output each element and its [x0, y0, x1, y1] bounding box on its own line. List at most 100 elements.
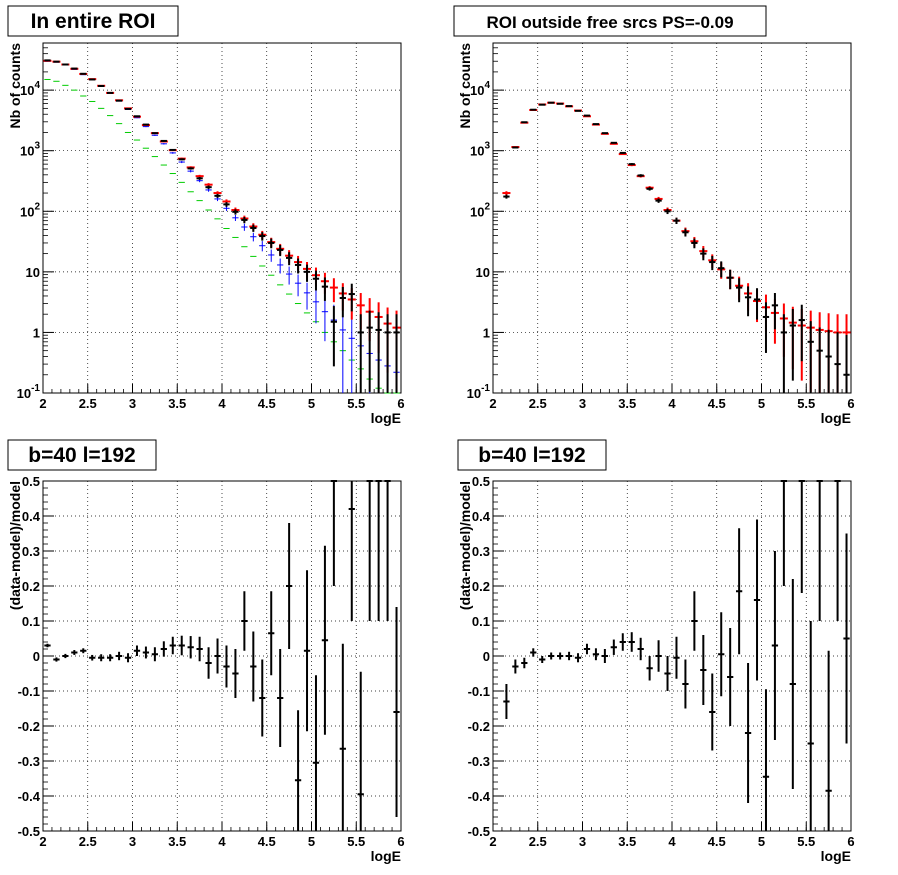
data-point: [592, 123, 600, 126]
data-point: [691, 591, 698, 651]
data-point: [303, 264, 311, 282]
data-point: [366, 310, 373, 392]
data-point: [798, 480, 805, 593]
data-point: [277, 244, 284, 257]
title-box: [453, 5, 767, 37]
data-point: [187, 636, 194, 659]
data-point: [637, 174, 644, 177]
data-point: [89, 654, 96, 661]
data-point: [718, 612, 725, 697]
data-point: [115, 651, 123, 661]
data-point: [312, 675, 320, 831]
y-tick-label: 1: [33, 325, 40, 340]
data-point: [124, 653, 132, 663]
data-point: [709, 255, 716, 271]
x-tick-label: 3.5: [168, 834, 186, 849]
data-point: [727, 269, 734, 290]
y-tick-label: -0.3: [18, 754, 40, 769]
data-point: [357, 671, 364, 831]
data-point: [294, 258, 302, 274]
data-point: [241, 591, 248, 651]
x-tick-label: 2.5: [79, 834, 97, 849]
data-point: [574, 653, 582, 663]
y-tick-label: 104: [20, 80, 40, 98]
data-point: [682, 228, 689, 237]
data-point: [339, 312, 346, 393]
data-point: [196, 176, 203, 180]
x-tick-label: 2: [39, 396, 46, 411]
panel-bottom-right: 2 2.5 3 3.5 4 4.5 5 5.5 6 -0.5 -0.4 -0.3 -0.2 -0.1 0 0.…: [457, 439, 855, 864]
data-point: [268, 249, 275, 262]
data-point: [807, 621, 814, 831]
data-point: [521, 121, 528, 124]
data-point: [735, 278, 743, 303]
data-point: [709, 673, 716, 751]
x-tick-label: 3.5: [168, 396, 186, 411]
y-tick-label: -0.3: [468, 754, 490, 769]
data-point: [133, 115, 141, 118]
data-point: [330, 480, 338, 586]
data-point: [565, 651, 573, 661]
x-tick-label: 2: [39, 834, 46, 849]
data-point: [548, 101, 555, 104]
data-point: [375, 480, 382, 621]
data-point: [565, 105, 573, 108]
data-point: [53, 657, 60, 662]
x-tick-label: 3.5: [618, 834, 636, 849]
data-point: [503, 684, 510, 719]
data-point: [339, 643, 346, 831]
data-point: [789, 308, 796, 381]
data-point: [610, 639, 617, 655]
data-point: [393, 314, 400, 393]
data-point: [744, 663, 752, 803]
x-tick-label: 3.5: [618, 396, 636, 411]
x-tick-label: 4: [218, 834, 226, 849]
x-tick-label: 6: [847, 834, 854, 849]
data-point: [277, 258, 284, 274]
data-point: [241, 216, 248, 224]
data-point: [771, 551, 779, 740]
chart-title: In entire ROI: [31, 10, 156, 33]
y-tick-label: 10: [476, 265, 490, 280]
data-point: [718, 261, 725, 278]
data-point: [294, 274, 302, 297]
data-point: [592, 648, 600, 661]
y-tick-label: 0.1: [472, 614, 490, 629]
data-point: [160, 641, 167, 657]
data-point: [619, 633, 626, 651]
y-tick-label: 0.4: [22, 509, 41, 524]
data-point: [169, 636, 176, 655]
data-point: [789, 579, 796, 789]
data-point: [753, 288, 761, 320]
data-point: [843, 533, 850, 744]
data-point: [556, 102, 564, 105]
data-point: [205, 647, 212, 679]
x-tick-label: 5.5: [347, 396, 365, 411]
x-tick-label: 4.5: [708, 396, 726, 411]
data-point: [348, 318, 355, 393]
data-point: [655, 640, 662, 672]
x-axis-title: logE: [371, 410, 401, 426]
data-point: [503, 194, 510, 199]
chart-title: b=40 l=192: [28, 444, 135, 467]
series-data: [503, 101, 850, 393]
y-tick-label: -0.5: [18, 824, 40, 839]
data-point: [142, 646, 150, 659]
data-point: [142, 126, 150, 128]
x-tick-label: 2.5: [529, 396, 547, 411]
x-tick-label: 4: [668, 396, 676, 411]
x-tick-label: 3: [579, 396, 586, 411]
data-point: [169, 152, 176, 154]
data-point: [80, 648, 87, 654]
data-point: [259, 659, 266, 737]
y-tick-label: 102: [470, 201, 490, 219]
y-tick-label: 0: [33, 649, 40, 664]
data-point: [512, 659, 519, 674]
y-tick-label: -0.1: [468, 684, 490, 699]
data-point: [160, 139, 167, 142]
data-point: [250, 224, 257, 232]
data-point: [106, 654, 114, 662]
data-point: [366, 480, 373, 621]
series-model: [43, 59, 401, 392]
data-point: [232, 649, 239, 698]
